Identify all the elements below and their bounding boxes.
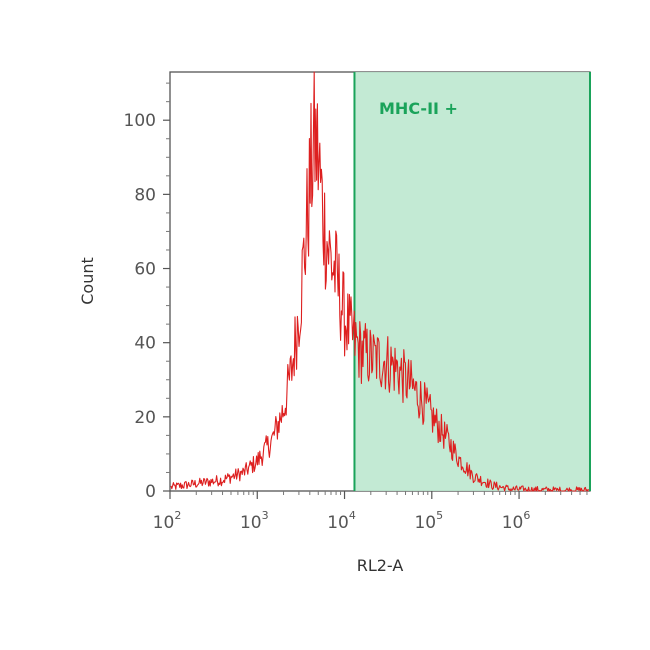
y-tick-label: 80 bbox=[134, 185, 156, 205]
x-tick-label: 105 bbox=[414, 509, 443, 533]
y-tick-label: 20 bbox=[134, 408, 156, 428]
x-tick-label: 102 bbox=[153, 509, 182, 533]
series-layer bbox=[170, 71, 590, 492]
y-tick-label: 40 bbox=[134, 334, 156, 354]
x-axis-title: RL2-A bbox=[357, 556, 404, 575]
x-tick-label: 104 bbox=[327, 509, 356, 533]
y-tick-label: 0 bbox=[145, 482, 156, 502]
x-tick-label: 106 bbox=[502, 509, 531, 533]
gate-region bbox=[354, 72, 590, 491]
y-tick-label: 60 bbox=[134, 260, 156, 280]
y-axis: 0 20 40 60 80 100 bbox=[124, 82, 170, 502]
y-tick-label: 100 bbox=[124, 111, 156, 131]
gate-layer bbox=[353, 72, 591, 491]
x-tick-label: 103 bbox=[240, 509, 269, 533]
gate-label: MHC-II + bbox=[379, 99, 458, 118]
histogram-series-0 bbox=[170, 71, 590, 492]
y-axis-title: Count bbox=[78, 257, 97, 305]
x-axis: 102 103 104 105 106 bbox=[153, 491, 588, 533]
